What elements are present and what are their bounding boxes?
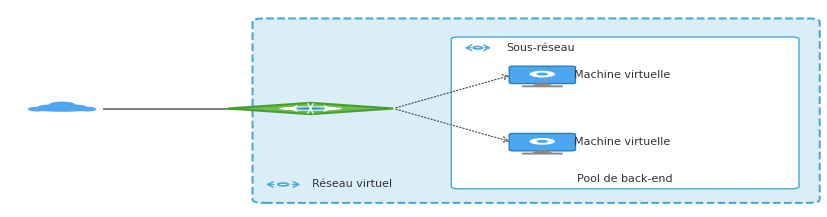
Ellipse shape [472,46,482,49]
Text: Pool de back-end: Pool de back-end [576,174,672,184]
FancyBboxPatch shape [509,133,575,151]
FancyBboxPatch shape [521,85,562,87]
Ellipse shape [66,105,87,110]
Ellipse shape [37,105,57,110]
Ellipse shape [279,106,342,111]
Ellipse shape [292,107,328,110]
Ellipse shape [78,107,96,112]
Ellipse shape [536,73,547,76]
Polygon shape [531,150,552,153]
Ellipse shape [28,107,46,112]
FancyBboxPatch shape [509,66,575,84]
Polygon shape [227,103,393,114]
Text: Machine virtuelle: Machine virtuelle [574,137,670,147]
FancyBboxPatch shape [252,18,819,203]
Text: Machine virtuelle: Machine virtuelle [574,70,670,80]
Ellipse shape [529,71,554,77]
Text: Sous-réseau: Sous-réseau [506,43,575,53]
Ellipse shape [48,102,76,109]
FancyBboxPatch shape [451,37,798,189]
Ellipse shape [536,140,547,143]
Text: Réseau virtuel: Réseau virtuel [312,179,392,189]
Ellipse shape [32,106,92,112]
Polygon shape [531,82,552,86]
FancyBboxPatch shape [521,153,562,155]
Ellipse shape [529,138,554,145]
Ellipse shape [278,183,288,186]
